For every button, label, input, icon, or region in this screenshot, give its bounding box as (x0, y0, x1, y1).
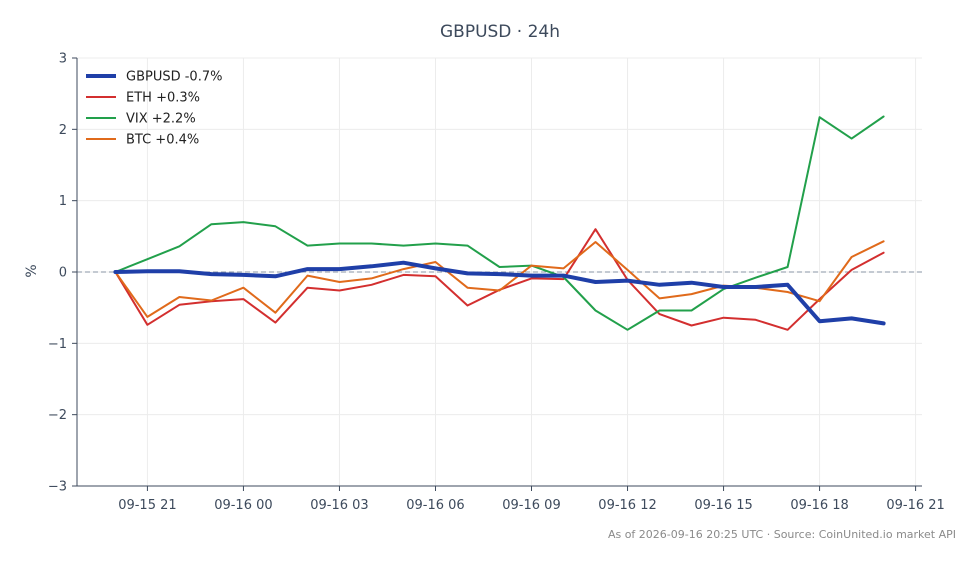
series-line (113, 260, 886, 326)
x-tick-label: 09-16 15 (694, 498, 752, 513)
series-line (114, 228, 885, 331)
y-tick-label: −1 (48, 337, 67, 352)
x-tick-label: 09-16 12 (598, 498, 656, 513)
series-line (114, 240, 885, 318)
series-line (114, 115, 885, 331)
legend-label: VIX +2.2% (126, 112, 196, 127)
legend: GBPUSD -0.7% ETH +0.3% VIX +2.2% BTC +0.4% (86, 70, 222, 148)
series-group (113, 115, 886, 331)
y-tick-label: −2 (48, 408, 67, 423)
x-tick-label: 09-16 06 (406, 498, 464, 513)
legend-label: BTC +0.4% (126, 133, 199, 148)
x-tick-label: 09-16 21 (886, 498, 944, 513)
y-tick-label: 2 (59, 123, 67, 138)
footer-source: As of 2026-09-16 20:25 UTC · Source: Coi… (608, 528, 956, 541)
x-tick-label: 09-16 00 (214, 498, 272, 513)
chart-title: GBPUSD · 24h (440, 22, 560, 42)
y-tick-label: 1 (59, 194, 67, 209)
legend-label: GBPUSD -0.7% (126, 70, 222, 85)
legend-label: ETH +0.3% (126, 91, 200, 106)
x-ticks: 09-15 21 09-16 00 09-16 03 09-16 06 09-16 09… (118, 486, 945, 513)
y-tick-label: 3 (59, 52, 67, 67)
x-tick-label: 09-16 03 (310, 498, 368, 513)
y-tick-label: −3 (48, 480, 67, 495)
y-ticks: −3 −2 −1 0 1 2 3 (48, 52, 77, 495)
grid (77, 57, 922, 487)
y-axis-label: % (24, 264, 40, 277)
x-tick-label: 09-16 18 (790, 498, 848, 513)
y-tick-label: 0 (59, 266, 67, 281)
x-tick-label: 09-16 09 (502, 498, 560, 513)
x-tick-label: 09-15 21 (118, 498, 176, 513)
